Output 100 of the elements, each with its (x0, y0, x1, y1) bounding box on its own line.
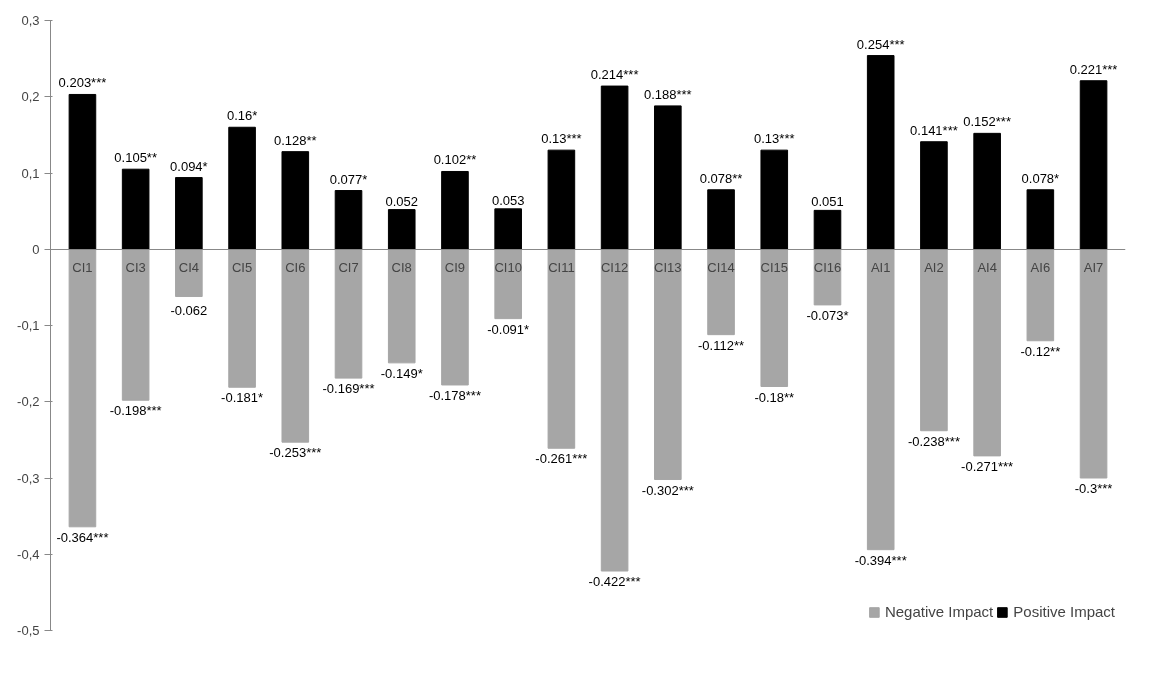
bar (1079, 248, 1108, 479)
legend-label: Positive Impact (1013, 603, 1115, 620)
bar (547, 149, 576, 250)
data-label: -0.394*** (854, 552, 907, 568)
bar (441, 170, 469, 250)
legend-label: Negative Impact (884, 603, 994, 620)
data-label: 0.13*** (541, 131, 582, 147)
y-tick-label: 0 (32, 241, 40, 257)
data-label: -0.3*** (1074, 481, 1113, 496)
data-label: -0.198*** (109, 403, 162, 419)
x-tick-label: AI1 (870, 260, 891, 276)
data-label: -0.364*** (56, 529, 109, 545)
x-tick-label: CI3 (125, 260, 146, 276)
bar (707, 189, 735, 250)
data-label: 0.078* (1021, 170, 1060, 186)
data-label: -0.062 (170, 302, 208, 318)
data-label: 0.102** (433, 152, 477, 168)
data-label: 0.128** (273, 132, 317, 148)
y-tick-label: 0,1 (21, 165, 40, 181)
data-label: 0.13*** (754, 131, 795, 147)
bar (920, 248, 948, 432)
bar (387, 209, 416, 250)
x-tick-label: CI14 (707, 260, 735, 276)
x-tick-label: AI6 (1030, 260, 1051, 276)
data-label: -0.271*** (961, 458, 1014, 474)
data-label: 0.094* (170, 158, 208, 174)
bar (600, 248, 629, 572)
bar (175, 248, 203, 298)
data-label: -0.178*** (428, 387, 481, 403)
data-label: 0.221*** (1069, 61, 1118, 77)
y-tick-label: 0,2 (21, 89, 40, 105)
bar (813, 209, 842, 250)
x-tick-label: AI2 (924, 260, 944, 276)
data-label: 0.051 (811, 194, 844, 210)
data-label: 0.141*** (910, 122, 958, 138)
bar (920, 141, 948, 250)
data-label: -0.181* (221, 390, 264, 406)
data-label: -0.261*** (535, 451, 588, 467)
bar (1026, 189, 1055, 250)
data-label: -0.18** (754, 389, 795, 405)
data-label: 0.078** (699, 170, 743, 186)
x-tick-label: AI4 (977, 260, 997, 276)
x-tick-label: CI12 (600, 260, 629, 276)
data-label: 0.203*** (58, 75, 107, 91)
data-label: 0.254*** (856, 36, 905, 52)
bar (68, 248, 97, 528)
data-label: -0.422*** (588, 574, 641, 590)
bar (387, 248, 416, 364)
data-label: -0.073* (806, 307, 849, 323)
y-tick-label: -0,2 (17, 394, 40, 410)
bar (228, 248, 256, 388)
x-tick-label: CI11 (548, 260, 575, 276)
bar (654, 105, 682, 250)
data-label: -0.169*** (322, 381, 375, 397)
bar (707, 248, 735, 336)
y-tick-label: -0,3 (17, 470, 40, 486)
data-label: 0.214*** (590, 67, 639, 83)
data-label: -0.253*** (269, 445, 322, 461)
data-label: -0.238*** (907, 433, 960, 449)
data-label: 0.16* (226, 108, 258, 124)
data-label: 0.152*** (963, 114, 1011, 130)
bar (334, 190, 363, 250)
x-tick-label: CI7 (338, 260, 359, 276)
bar (121, 168, 150, 250)
bar (973, 132, 1001, 250)
bar (1026, 248, 1055, 342)
bar (121, 248, 150, 401)
y-tick-label: -0,5 (17, 623, 40, 638)
x-tick-label: CI9 (444, 260, 466, 276)
x-tick-label: CI8 (391, 260, 412, 276)
data-label: -0.091* (487, 321, 530, 337)
y-tick-label: -0,1 (17, 318, 40, 333)
x-tick-label: CI13 (654, 260, 682, 276)
x-tick-label: AI7 (1083, 260, 1104, 276)
x-tick-label: CI5 (231, 260, 253, 276)
y-tick-label: 0,3 (21, 13, 40, 28)
x-tick-label: CI4 (178, 260, 199, 276)
y-tick-label: -0,4 (17, 546, 40, 562)
bar (973, 248, 1001, 457)
data-label: 0.053 (491, 192, 525, 208)
bar (760, 248, 789, 387)
bar (866, 55, 895, 250)
bar (760, 149, 789, 250)
bar (600, 85, 629, 250)
x-tick-label: CI15 (760, 260, 788, 276)
bar (654, 248, 682, 481)
x-tick-label: CI10 (494, 260, 522, 276)
data-label: 0.077* (329, 171, 368, 187)
bar (494, 208, 522, 250)
bar (1079, 80, 1108, 250)
x-tick-label: CI6 (285, 260, 306, 276)
bar (441, 248, 469, 386)
data-label: -0.302*** (641, 482, 694, 498)
bar (281, 248, 310, 443)
bar (281, 151, 310, 250)
data-label: -0.12** (1020, 343, 1061, 359)
x-tick-label: CI16 (813, 260, 842, 276)
bar (866, 248, 895, 551)
bar (175, 177, 203, 250)
bar (494, 248, 522, 320)
